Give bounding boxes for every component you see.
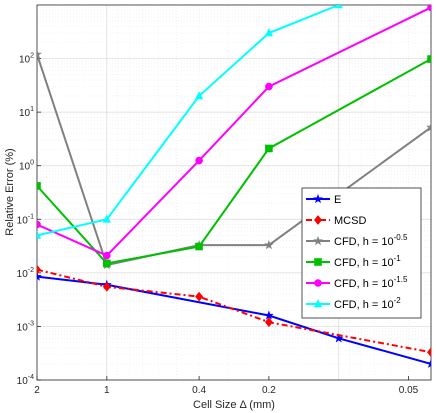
x-tick-label: 2 [34, 385, 40, 396]
data-point [195, 156, 203, 165]
legend-label: CFD, h = 10-2 [334, 296, 401, 311]
legend-marker [313, 235, 323, 246]
data-point [37, 230, 42, 239]
y-tick-label: 100 [19, 160, 34, 173]
legend-marker [314, 215, 322, 225]
data-point [264, 239, 274, 250]
data-point [265, 82, 273, 91]
data-point [37, 271, 42, 281]
legend-entry: E [306, 193, 341, 206]
x-tick-label: 0.05 [399, 385, 419, 396]
data-point [427, 5, 431, 12]
data-point [195, 242, 203, 251]
x-tick-label: 1 [104, 385, 110, 396]
legend-entry: CFD, h = 10-1 [306, 254, 401, 269]
data-point [265, 144, 273, 153]
plot-frame [36, 4, 432, 381]
data-point [37, 264, 41, 275]
series-6 [37, 5, 343, 239]
data-point [427, 347, 431, 358]
y-tick-label: 102 [19, 53, 34, 66]
data-point [102, 281, 111, 292]
series-5 [37, 5, 431, 260]
data-point [264, 28, 274, 37]
legend-marker [313, 193, 323, 204]
data-point [264, 310, 274, 320]
data-point [195, 291, 204, 302]
legend: E MCSD CFD, h = 10-0.5 CFD, h = 10-1 CFD, h … [301, 187, 422, 319]
data-point [103, 251, 111, 260]
data-point [194, 91, 204, 100]
legend-marker [314, 279, 322, 287]
series-layer [37, 5, 431, 368]
y-axis-ticks: 10-4 10-3 10-2 10-1 100 101 102 [17, 53, 41, 387]
legend-box [301, 187, 422, 319]
legend-label: CFD, h = 10-1 [334, 254, 401, 269]
legend-label: MCSD [334, 215, 366, 227]
x-axis-label: Cell Size Δ (mm) [193, 399, 275, 411]
data-point [334, 5, 343, 9]
y-tick-label: 101 [19, 106, 34, 119]
y-tick-label: 10-4 [17, 374, 34, 387]
y-tick-label: 10-1 [17, 213, 34, 226]
series-4 [37, 55, 431, 268]
legend-marker [313, 299, 323, 308]
data-point [102, 214, 111, 223]
legend-label: CFD, h = 10-0.5 [334, 233, 408, 248]
legend-marker [314, 258, 322, 266]
legend-label: CFD, h = 10-1.5 [334, 275, 408, 290]
data-point [103, 259, 111, 268]
x-tick-label: 0.2 [262, 385, 276, 396]
x-tick-label: 0.4 [192, 385, 206, 396]
data-point [333, 333, 344, 343]
data-point [37, 182, 41, 190]
x-axis-ticks: 2 1 0.4 0.2 0.05 [34, 376, 419, 396]
data-point [427, 55, 431, 63]
legend-entry: CFD, h = 10-1.5 [306, 275, 408, 290]
y-tick-label: 10-3 [17, 320, 34, 333]
data-point [426, 122, 431, 132]
series-2 [37, 264, 431, 358]
data-point [426, 358, 431, 368]
data-point [37, 220, 41, 229]
legend-entry: MCSD [306, 215, 366, 227]
legend-entry: CFD, h = 10-2 [306, 296, 401, 311]
legend-entry: CFD, h = 10-0.5 [306, 233, 408, 248]
legend-label: E [334, 194, 341, 206]
data-point [37, 49, 42, 59]
data-point [264, 317, 273, 328]
y-tick-label: 10-2 [17, 267, 34, 280]
y-axis-label: Relative Error (%) [4, 148, 16, 235]
